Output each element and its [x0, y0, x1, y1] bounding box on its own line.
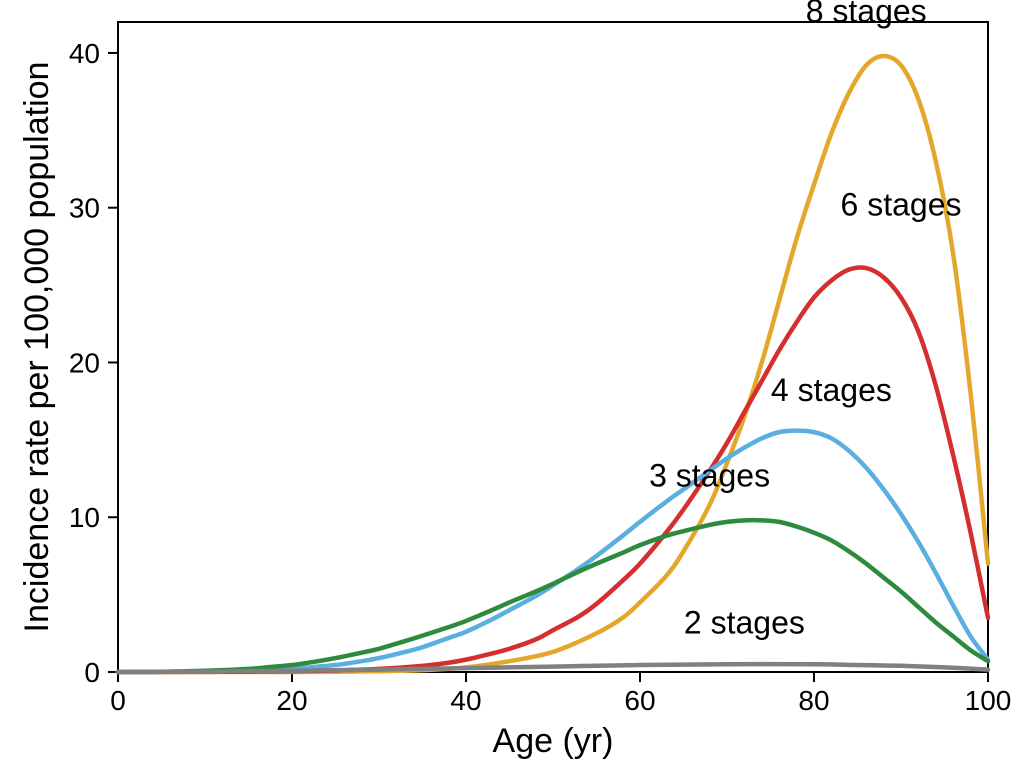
- incidence-chart: 0 20 40 60 80 100 Age (yr) 0 10 20 30 40 Incidence r…: [0, 0, 1020, 769]
- x-axis-title: Age (yr): [493, 722, 614, 760]
- series-3-stages: [118, 520, 988, 672]
- y-tick-label: 30: [69, 193, 100, 224]
- series-label-4-stages: 4 stages: [771, 372, 892, 408]
- x-tick-label: 60: [624, 685, 655, 716]
- x-tick-label: 20: [276, 685, 307, 716]
- y-axis-title: Incidence rate per 100,000 population: [18, 62, 56, 633]
- chart-svg: 0 20 40 60 80 100 Age (yr) 0 10 20 30 40 Incidence r…: [0, 0, 1020, 769]
- y-tick-label: 10: [69, 502, 100, 533]
- plot-box: [118, 22, 988, 672]
- series-label-2-stages: 2 stages: [684, 604, 805, 640]
- y-tick-label: 0: [84, 657, 100, 688]
- series-6-stages: [118, 267, 988, 672]
- series-label-6-stages: 6 stages: [841, 186, 962, 222]
- series-8-stages: [118, 56, 988, 672]
- x-tick-label: 80: [798, 685, 829, 716]
- x-tick-label: 40: [450, 685, 481, 716]
- series-label-8-stages: 8 stages: [806, 0, 927, 29]
- y-tick-label: 20: [69, 347, 100, 378]
- x-tick-label: 0: [110, 685, 126, 716]
- series-label-3-stages: 3 stages: [649, 457, 770, 493]
- y-tick-label: 40: [69, 38, 100, 69]
- x-tick-label: 100: [965, 685, 1012, 716]
- series-4-stages: [118, 431, 988, 672]
